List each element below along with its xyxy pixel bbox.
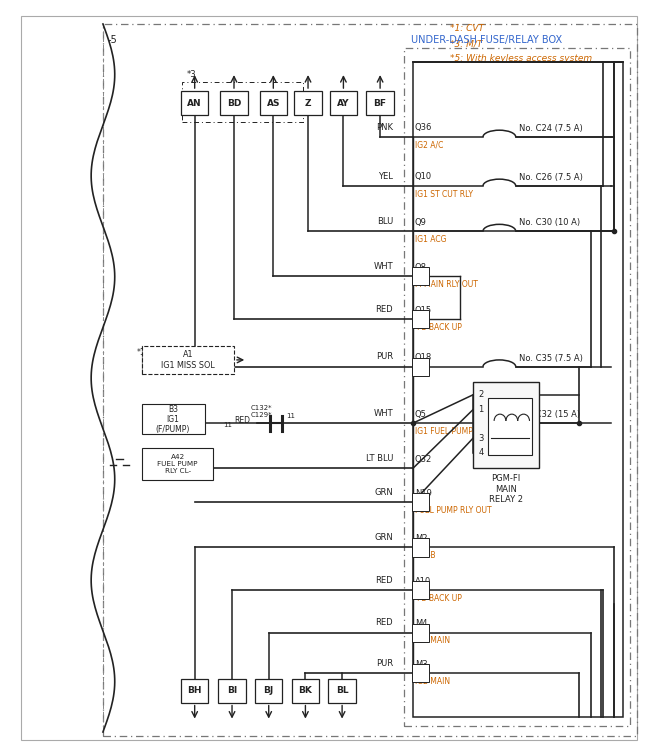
FancyBboxPatch shape xyxy=(259,91,287,115)
FancyBboxPatch shape xyxy=(367,91,394,115)
Text: M4: M4 xyxy=(415,619,427,628)
FancyBboxPatch shape xyxy=(412,358,428,376)
Text: YEL: YEL xyxy=(378,172,393,181)
FancyBboxPatch shape xyxy=(142,345,234,374)
Text: RED: RED xyxy=(376,576,393,585)
FancyBboxPatch shape xyxy=(473,382,539,469)
Text: IG1 ST CUT RLY: IG1 ST CUT RLY xyxy=(415,190,473,199)
FancyBboxPatch shape xyxy=(142,448,213,480)
Text: PGM-FI
MAIN
RELAY 2: PGM-FI MAIN RELAY 2 xyxy=(489,475,523,504)
Text: No. C24 (7.5 A): No. C24 (7.5 A) xyxy=(519,124,583,133)
FancyBboxPatch shape xyxy=(330,91,357,115)
Text: BJ: BJ xyxy=(264,686,274,695)
Text: Q8: Q8 xyxy=(415,263,427,272)
Text: IG1 FUEL PUMP: IG1 FUEL PUMP xyxy=(415,427,472,436)
Text: RED: RED xyxy=(376,618,393,627)
FancyBboxPatch shape xyxy=(412,268,428,285)
Text: FUEL PUMP RLY OUT: FUEL PUMP RLY OUT xyxy=(415,506,492,515)
Text: BF: BF xyxy=(374,98,387,107)
Text: GRN: GRN xyxy=(374,488,393,497)
Text: 11: 11 xyxy=(286,413,295,419)
Text: RED: RED xyxy=(376,305,393,314)
Text: BH: BH xyxy=(188,686,202,695)
Text: BK: BK xyxy=(299,686,313,695)
Text: 4: 4 xyxy=(478,448,484,457)
Text: No. C30 (10 A): No. C30 (10 A) xyxy=(519,218,580,228)
FancyBboxPatch shape xyxy=(488,398,532,455)
Text: UNDER-DASH FUSE/RELAY BOX: UNDER-DASH FUSE/RELAY BOX xyxy=(411,35,562,45)
Text: *5: With keyless access system: *5: With keyless access system xyxy=(450,54,592,63)
Text: A42
FUEL PUMP
RLY CL-: A42 FUEL PUMP RLY CL- xyxy=(157,454,198,474)
Text: Q5: Q5 xyxy=(415,410,426,419)
Text: BL: BL xyxy=(336,686,349,695)
Text: *3: M/T: *3: M/T xyxy=(450,39,482,48)
Text: IG1-B: IG1-B xyxy=(415,551,436,560)
Text: FI MAIN RLY OUT: FI MAIN RLY OUT xyxy=(415,280,478,289)
FancyBboxPatch shape xyxy=(255,679,282,702)
FancyBboxPatch shape xyxy=(142,404,205,435)
Text: +B BACK UP: +B BACK UP xyxy=(415,594,462,603)
Text: Q36: Q36 xyxy=(415,123,432,132)
Text: 11: 11 xyxy=(224,422,233,428)
Text: Q10: Q10 xyxy=(415,172,432,181)
Text: GRN: GRN xyxy=(374,533,393,542)
FancyBboxPatch shape xyxy=(328,679,356,702)
FancyBboxPatch shape xyxy=(412,493,428,511)
Text: IG1 MAIN: IG1 MAIN xyxy=(415,637,450,646)
FancyBboxPatch shape xyxy=(412,581,428,600)
FancyBboxPatch shape xyxy=(291,679,319,702)
Text: LT BLU: LT BLU xyxy=(366,454,393,463)
Text: AY: AY xyxy=(337,98,349,107)
Text: *1: *1 xyxy=(136,349,145,358)
FancyBboxPatch shape xyxy=(181,91,209,115)
Text: RED: RED xyxy=(234,417,251,426)
FancyBboxPatch shape xyxy=(412,310,428,328)
Text: Q18: Q18 xyxy=(415,353,432,362)
Text: IG2 MAIN: IG2 MAIN xyxy=(415,677,450,686)
Text: AS: AS xyxy=(266,98,280,107)
FancyBboxPatch shape xyxy=(220,91,248,115)
Text: BI: BI xyxy=(227,686,237,695)
Text: C132*
C129*: C132* C129* xyxy=(251,405,272,418)
Text: PUR: PUR xyxy=(376,659,393,668)
Text: BLU: BLU xyxy=(377,217,393,226)
Text: 3: 3 xyxy=(478,434,484,442)
Text: Q9: Q9 xyxy=(415,218,426,227)
Text: PUR: PUR xyxy=(376,352,393,361)
Text: M2: M2 xyxy=(415,534,427,543)
Text: A10: A10 xyxy=(415,577,431,586)
Text: BD: BD xyxy=(227,98,241,107)
FancyBboxPatch shape xyxy=(218,679,246,702)
Text: IG1 ACG: IG1 ACG xyxy=(415,235,446,244)
Text: 2: 2 xyxy=(478,390,484,399)
Text: B3
IG1
(F/PUMP): B3 IG1 (F/PUMP) xyxy=(156,404,190,435)
Text: Q32: Q32 xyxy=(415,455,432,464)
FancyBboxPatch shape xyxy=(412,665,428,683)
Text: *1: CVT: *1: CVT xyxy=(450,24,484,33)
Text: +B BACK UP: +B BACK UP xyxy=(415,323,462,332)
Text: No. C35 (7.5 A): No. C35 (7.5 A) xyxy=(519,354,583,363)
Text: No. C26 (7.5 A): No. C26 (7.5 A) xyxy=(519,173,583,182)
Text: IG2 A/C: IG2 A/C xyxy=(415,141,443,150)
FancyBboxPatch shape xyxy=(294,91,322,115)
Text: *3: *3 xyxy=(187,70,197,79)
FancyBboxPatch shape xyxy=(181,679,209,702)
Text: A1
IG1 MISS SOL: A1 IG1 MISS SOL xyxy=(161,350,215,370)
Text: PNK: PNK xyxy=(376,122,393,132)
Text: No. C32 (15 A): No. C32 (15 A) xyxy=(519,411,580,420)
FancyBboxPatch shape xyxy=(412,624,428,642)
Text: N19: N19 xyxy=(415,489,432,497)
FancyBboxPatch shape xyxy=(21,17,637,739)
Text: WHT: WHT xyxy=(374,409,393,418)
FancyBboxPatch shape xyxy=(412,538,428,556)
Text: Q15: Q15 xyxy=(415,305,432,314)
Text: Z: Z xyxy=(305,98,311,107)
Text: -5: -5 xyxy=(107,36,117,45)
Text: AN: AN xyxy=(188,98,202,107)
Text: WHT: WHT xyxy=(374,262,393,271)
Text: M3: M3 xyxy=(415,660,428,669)
Text: 1: 1 xyxy=(478,405,484,414)
